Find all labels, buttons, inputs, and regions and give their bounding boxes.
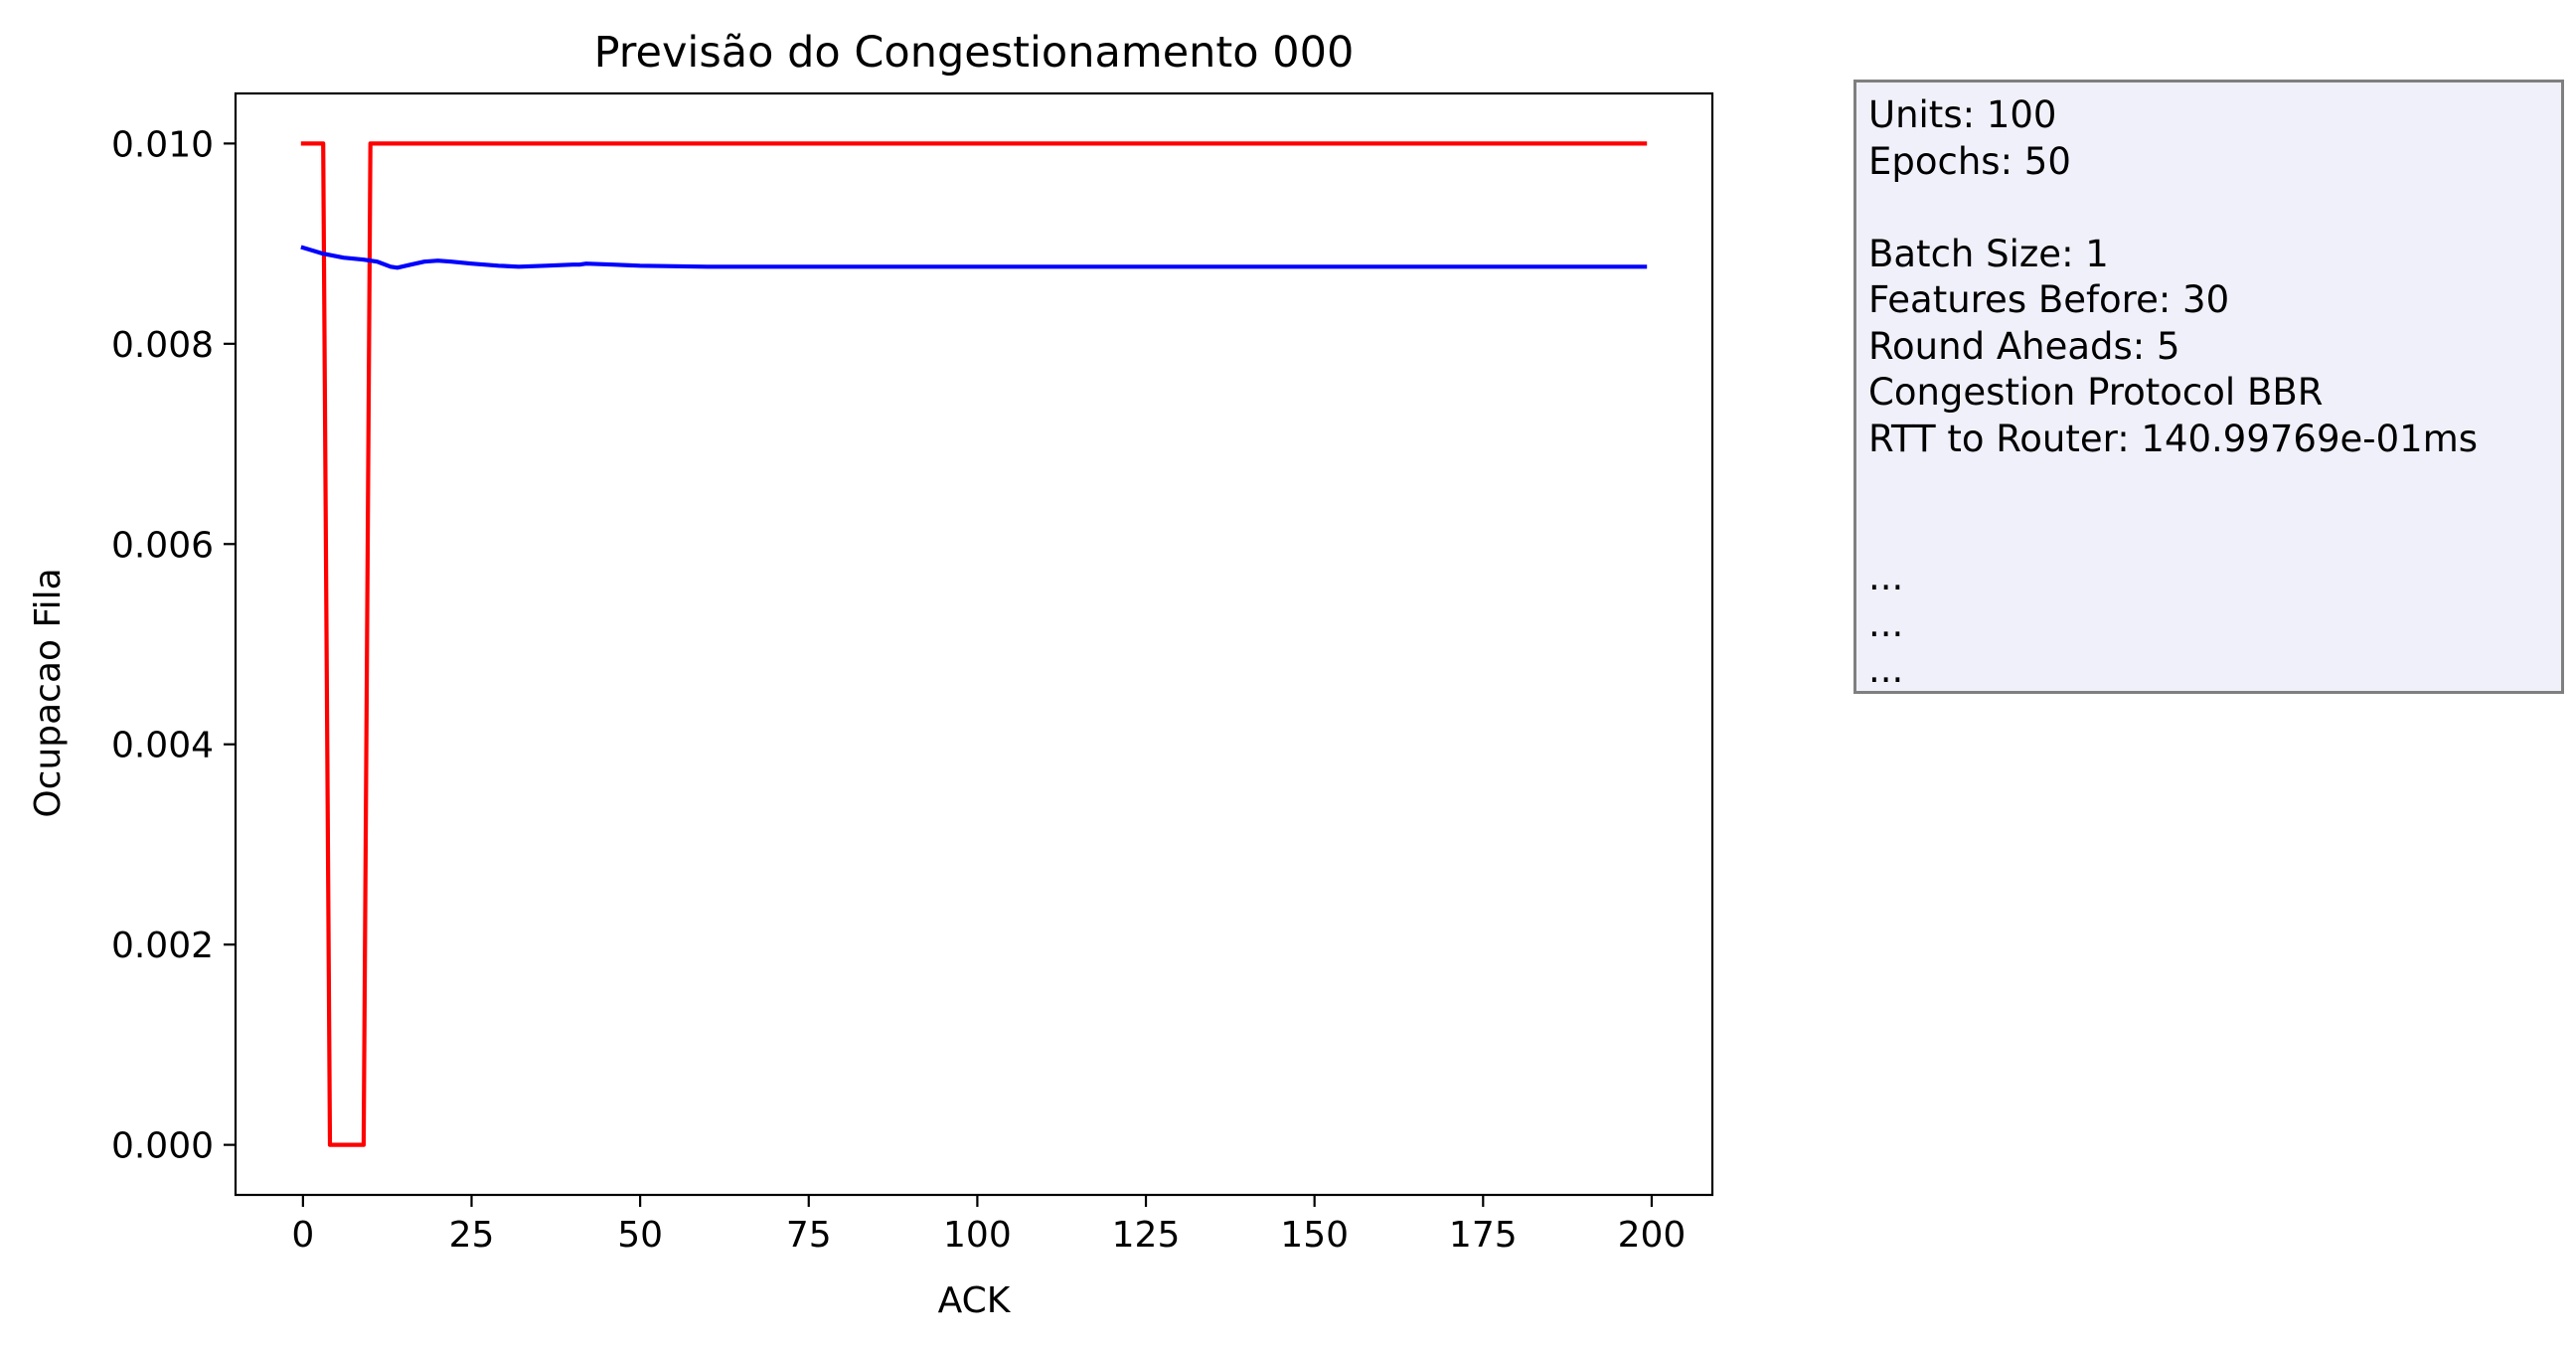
y-tick-label: 0.000	[111, 1126, 214, 1167]
info-line: ...	[1868, 648, 1904, 691]
info-line	[1868, 509, 2549, 556]
y-tick-label: 0.010	[111, 124, 214, 165]
info-line: Units: 100	[1868, 93, 2057, 136]
info-line: Epochs: 50	[1868, 139, 2071, 183]
y-tick-label: 0.006	[111, 525, 214, 566]
y-axis-label: Ocupacao Fila	[28, 568, 69, 817]
info-box: Units: 100 Epochs: 50 Batch Size: 1 Feature…	[1853, 80, 2564, 694]
x-axis-label: ACK	[938, 1280, 1012, 1321]
x-tick-label: 200	[1618, 1215, 1687, 1256]
plot-area	[234, 91, 1714, 1197]
plot-frame	[234, 91, 1714, 1197]
info-line: ...	[1868, 601, 1904, 645]
x-tick-label: 75	[786, 1215, 832, 1256]
y-axis: 0.000 0.002 0.004 0.006 0.008 0.010	[111, 124, 236, 1167]
info-line: RTT to Router: 140.99769e-01ms	[1868, 417, 2479, 460]
info-line: Batch Size: 1	[1868, 232, 2109, 275]
x-tick-label: 50	[617, 1215, 663, 1256]
y-tick-label: 0.008	[111, 325, 214, 366]
info-line: Congestion Protocol BBR	[1868, 371, 2324, 414]
x-tick-label: 100	[943, 1215, 1012, 1256]
info-line: ...	[1868, 556, 1904, 598]
series-line-2	[300, 245, 1648, 270]
y-tick-label: 0.004	[111, 726, 214, 766]
series-line-1	[300, 141, 1648, 1147]
info-line: Features Before: 30	[1868, 278, 2230, 321]
y-tick-label: 0.002	[111, 926, 214, 966]
x-axis: 0 25 50 75 100 125 150 175 200	[291, 1195, 1686, 1256]
x-tick-label: 25	[449, 1215, 495, 1256]
chart-title: Previsão do Congestionamento 000	[594, 28, 1355, 78]
info-line: Round Aheads: 5	[1868, 324, 2180, 368]
x-tick-label: 175	[1449, 1215, 1518, 1256]
info-line	[1868, 185, 2549, 232]
x-tick-label: 150	[1280, 1215, 1349, 1256]
x-tick-label: 125	[1112, 1215, 1181, 1256]
x-tick-label: 0	[291, 1215, 314, 1256]
info-line	[1868, 462, 2549, 509]
